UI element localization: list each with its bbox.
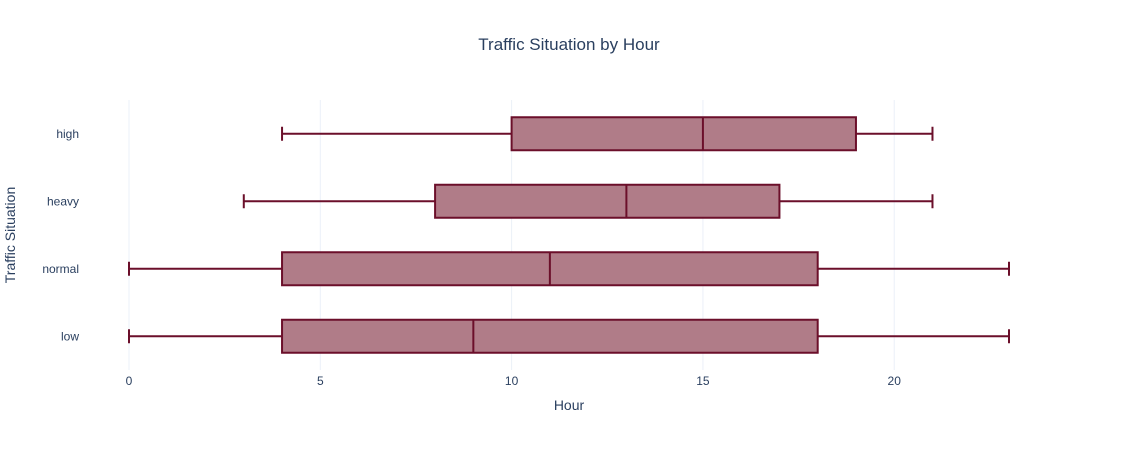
y-axis-title: Traffic Situation — [2, 187, 18, 284]
box-low — [128, 318, 1010, 354]
x-tick-label-5: 5 — [317, 374, 324, 388]
box-rect-low — [281, 318, 819, 354]
x-axis-title: Hour — [554, 397, 585, 413]
x-tick-labels: 0 5 10 15 20 — [126, 374, 902, 388]
y-category-label-heavy: heavy — [47, 194, 79, 208]
box-heavy — [242, 183, 934, 219]
box-high — [281, 116, 934, 152]
chart-title: Traffic Situation by Hour — [478, 35, 660, 54]
box-normal — [128, 251, 1010, 287]
box-rect-heavy — [434, 183, 781, 219]
y-category-labels: low normal heavy high — [42, 127, 79, 344]
x-tick-label-0: 0 — [126, 374, 133, 388]
x-tick-label-20: 20 — [888, 374, 902, 388]
box-rect-high — [510, 116, 857, 152]
x-tick-label-10: 10 — [505, 374, 519, 388]
x-tick-label-15: 15 — [696, 374, 710, 388]
y-category-label-normal: normal — [42, 262, 79, 276]
y-category-label-high: high — [56, 127, 79, 141]
boxes — [128, 116, 1010, 354]
y-category-label-low: low — [61, 329, 79, 343]
